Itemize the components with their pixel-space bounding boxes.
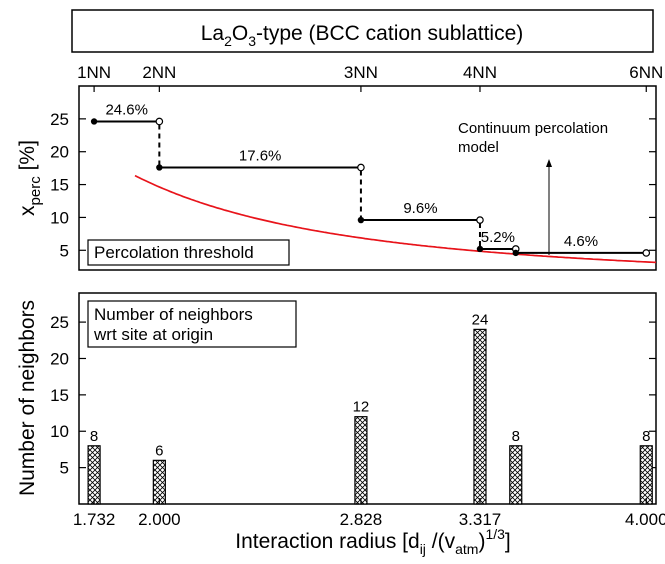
bottom-y-tick-label: 15 (50, 386, 69, 405)
step-value-label: 24.6% (105, 101, 148, 118)
neighbor-bar (354, 416, 368, 505)
step-end-point (155, 117, 164, 126)
step-value-label: 4.6% (564, 233, 598, 250)
bottom-x-tick-label: 1.732 (73, 510, 116, 529)
top-x-labels: 1NN 2NN 3NN 4NN 6NN (77, 63, 663, 92)
top-y-ticks: 5 10 15 20 25 (50, 110, 656, 260)
bottom-x-tick-label: 2.828 (340, 510, 383, 529)
percolation-steps: 24.6% 17.6% 9.6% 5.2% 4.6% (90, 101, 651, 257)
percolation-plot-frame (78, 85, 657, 271)
neighbors-panel: 5 10 15 20 25 8 6 12 24 8 8 1.732 2.000 2.828 3.317 4… (16, 292, 665, 557)
step-start-point (476, 245, 484, 253)
neighbors-note-box (87, 300, 297, 348)
step-start-point (512, 249, 519, 257)
neighbors-note-line2: wrt site at origin (93, 325, 213, 344)
top-y-tick-label: 15 (50, 176, 69, 195)
step-value-label: 17.6% (239, 147, 282, 164)
step-end-point (642, 249, 651, 257)
neighbor-bar (152, 459, 166, 505)
top-y-axis-label: xperc [%] (16, 140, 44, 216)
top-y-tick-label: 20 (50, 143, 69, 162)
percolation-threshold-label: Percolation threshold (94, 243, 254, 262)
continuum-annotation-line2: model (458, 139, 499, 156)
neighbor-bar (473, 328, 487, 505)
bottom-x-ticks: 1.732 2.000 2.828 3.317 4.000 (73, 498, 665, 529)
bar-value-label: 8 (90, 428, 98, 445)
nn-label: 4NN (463, 63, 497, 82)
bottom-x-tick-label: 4.000 (625, 510, 665, 529)
step-start-point (156, 164, 163, 171)
x-axis-label: Interaction radius [dij /(vatm)1/3] (235, 526, 511, 557)
nn-label: 2NN (142, 63, 176, 82)
neighbor-bar (87, 445, 101, 505)
bar-value-label: 24 (472, 311, 489, 328)
percolation-panel: 1NN 2NN 3NN 4NN 6NN 5 10 15 20 25 xperc [%] 24.6… (16, 63, 663, 271)
nn-label: 3NN (344, 63, 378, 82)
bar-value-label: 6 (155, 442, 163, 459)
percolation-threshold-box (87, 239, 290, 266)
bar-value-label: 8 (512, 428, 520, 445)
top-y-tick-label: 25 (50, 110, 69, 129)
top-y-tick-label: 10 (50, 208, 69, 227)
step-end-point (357, 163, 365, 172)
continuum-annotation-line1: Continuum percolation (458, 120, 608, 137)
bottom-x-tick-label: 2.000 (138, 510, 181, 529)
title-box (71, 9, 654, 53)
bottom-y-tick-label: 5 (60, 459, 69, 478)
neighbor-bar (639, 445, 653, 505)
neighbors-note-line1: Number of neighbors (94, 305, 253, 324)
nn-label: 6NN (629, 63, 663, 82)
step-start-point (357, 216, 365, 224)
bottom-y-tick-label: 25 (50, 313, 69, 332)
bar-value-label: 8 (642, 428, 650, 445)
bottom-y-axis-label: Number of neighbors (16, 300, 39, 496)
bottom-x-tick-label: 3.317 (459, 510, 502, 529)
neighbor-bar (509, 445, 523, 505)
chart-title: La2O3-type (BCC cation sublattice) (201, 22, 524, 49)
step-value-label: 5.2% (481, 229, 515, 246)
bar-value-label: 12 (353, 399, 370, 416)
bottom-y-tick-label: 10 (50, 422, 69, 441)
continuum-annotation-arrowhead (546, 159, 552, 167)
step-start-point (90, 118, 98, 125)
continuum-percolation-curve (134, 174, 657, 264)
bottom-y-tick-label: 20 (50, 349, 69, 368)
step-value-label: 9.6% (403, 200, 437, 217)
top-y-tick-label: 5 (60, 241, 69, 260)
nn-label: 1NN (77, 63, 111, 82)
bottom-y-ticks: 5 10 15 20 25 (50, 313, 656, 478)
step-end-point (476, 216, 484, 224)
